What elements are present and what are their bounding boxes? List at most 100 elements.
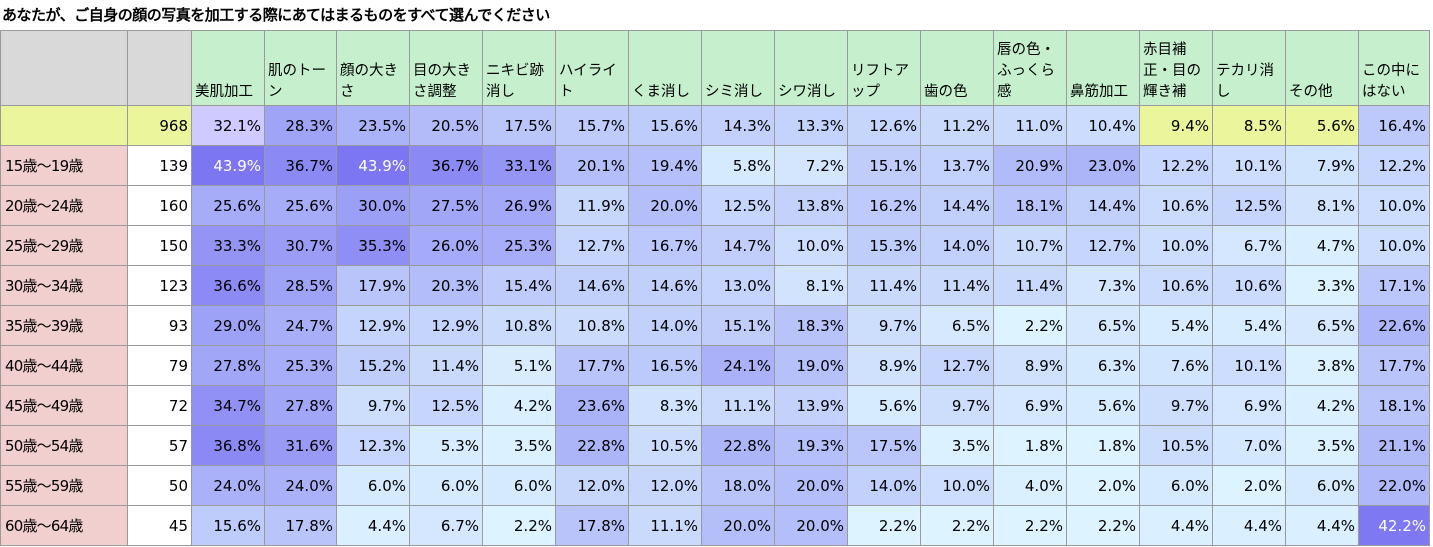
data-cell: 10.6% — [1213, 266, 1286, 306]
data-cell: 2.2% — [1067, 506, 1140, 546]
data-cell: 30.0% — [337, 186, 410, 226]
header-blank-cell — [0, 30, 128, 106]
data-cell: 24.0% — [192, 466, 265, 506]
data-cell: 4.4% — [1140, 506, 1213, 546]
data-cell: 4.4% — [1213, 506, 1286, 546]
age-label: 50歳～54歳 — [0, 426, 128, 466]
data-cell: 13.9% — [775, 386, 848, 426]
data-cell: 36.8% — [192, 426, 265, 466]
data-cell: 14.6% — [629, 266, 702, 306]
column-header: 唇の色・ふっくら感 — [994, 30, 1067, 106]
data-cell: 22.6% — [1359, 306, 1430, 346]
data-cell: 7.9% — [1286, 146, 1359, 186]
sample-size: 123 — [128, 266, 192, 306]
data-cell: 2.2% — [994, 306, 1067, 346]
data-cell: 6.0% — [410, 466, 483, 506]
column-header: 鼻筋加工 — [1067, 30, 1140, 106]
data-cell: 6.5% — [921, 306, 994, 346]
data-cell: 6.7% — [410, 506, 483, 546]
data-cell: 12.0% — [556, 466, 629, 506]
data-cell: 6.3% — [1067, 346, 1140, 386]
data-cell: 10.0% — [1359, 186, 1430, 226]
data-cell: 17.7% — [1359, 346, 1430, 386]
data-cell: 4.4% — [337, 506, 410, 546]
data-cell: 14.6% — [556, 266, 629, 306]
data-cell: 20.0% — [629, 186, 702, 226]
data-cell: 17.1% — [1359, 266, 1430, 306]
data-cell: 36.6% — [192, 266, 265, 306]
column-header: この中にはない — [1359, 30, 1430, 106]
data-cell: 11.9% — [556, 186, 629, 226]
data-cell: 10.8% — [483, 306, 556, 346]
data-cell: 13.0% — [702, 266, 775, 306]
data-cell: 36.7% — [265, 146, 337, 186]
data-cell: 9.7% — [848, 306, 921, 346]
data-cell: 4.2% — [1286, 386, 1359, 426]
data-cell: 18.1% — [994, 186, 1067, 226]
data-cell: 11.1% — [702, 386, 775, 426]
data-cell: 4.0% — [994, 466, 1067, 506]
data-cell: 10.7% — [994, 226, 1067, 266]
data-cell: 29.0% — [192, 306, 265, 346]
age-label: 40歳～44歳 — [0, 346, 128, 386]
data-cell: 35.3% — [337, 226, 410, 266]
total-cell: 28.3% — [265, 106, 337, 146]
total-cell: 14.3% — [702, 106, 775, 146]
data-cell: 20.0% — [702, 506, 775, 546]
data-cell: 16.5% — [629, 346, 702, 386]
page-title: あなたが、ご自身の顔の写真を加工する際にあてはまるものをすべて選んでください — [2, 6, 550, 24]
age-label: 20歳～24歳 — [0, 186, 128, 226]
total-row-label — [0, 106, 128, 146]
column-header: 歯の色 — [921, 30, 994, 106]
data-cell: 15.6% — [192, 506, 265, 546]
total-cell: 13.3% — [775, 106, 848, 146]
sample-size: 50 — [128, 466, 192, 506]
data-cell: 20.0% — [775, 506, 848, 546]
total-row-n: 968 — [128, 106, 192, 146]
column-header: リフトアップ — [848, 30, 921, 106]
data-cell: 15.4% — [483, 266, 556, 306]
data-cell: 20.1% — [556, 146, 629, 186]
data-cell: 10.0% — [775, 226, 848, 266]
data-cell: 5.8% — [702, 146, 775, 186]
data-cell: 12.3% — [337, 426, 410, 466]
data-cell: 8.3% — [629, 386, 702, 426]
data-cell: 1.8% — [994, 426, 1067, 466]
data-cell: 12.2% — [1359, 146, 1430, 186]
data-cell: 16.2% — [848, 186, 921, 226]
data-cell: 12.7% — [921, 346, 994, 386]
data-cell: 10.0% — [1359, 226, 1430, 266]
data-cell: 18.1% — [1359, 386, 1430, 426]
data-cell: 17.8% — [265, 506, 337, 546]
data-cell: 5.6% — [848, 386, 921, 426]
data-cell: 24.0% — [265, 466, 337, 506]
total-cell: 11.2% — [921, 106, 994, 146]
data-cell: 22.8% — [702, 426, 775, 466]
data-cell: 18.0% — [702, 466, 775, 506]
data-cell: 19.0% — [775, 346, 848, 386]
data-cell: 14.4% — [921, 186, 994, 226]
data-cell: 19.4% — [629, 146, 702, 186]
total-cell: 10.4% — [1067, 106, 1140, 146]
data-cell: 6.0% — [1140, 466, 1213, 506]
data-cell: 27.8% — [265, 386, 337, 426]
data-cell: 27.5% — [410, 186, 483, 226]
data-cell: 31.6% — [265, 426, 337, 466]
data-cell: 2.2% — [848, 506, 921, 546]
data-cell: 3.5% — [1286, 426, 1359, 466]
data-cell: 13.7% — [921, 146, 994, 186]
data-cell: 14.0% — [629, 306, 702, 346]
column-header: シワ消し — [775, 30, 848, 106]
sample-size: 150 — [128, 226, 192, 266]
data-cell: 20.3% — [410, 266, 483, 306]
data-cell: 25.6% — [265, 186, 337, 226]
data-cell: 6.9% — [1213, 386, 1286, 426]
data-cell: 17.8% — [556, 506, 629, 546]
data-cell: 19.3% — [775, 426, 848, 466]
data-cell: 30.7% — [265, 226, 337, 266]
data-cell: 12.9% — [410, 306, 483, 346]
data-cell: 10.0% — [921, 466, 994, 506]
data-cell: 10.5% — [1140, 426, 1213, 466]
data-cell: 42.2% — [1359, 506, 1430, 546]
data-cell: 33.1% — [483, 146, 556, 186]
